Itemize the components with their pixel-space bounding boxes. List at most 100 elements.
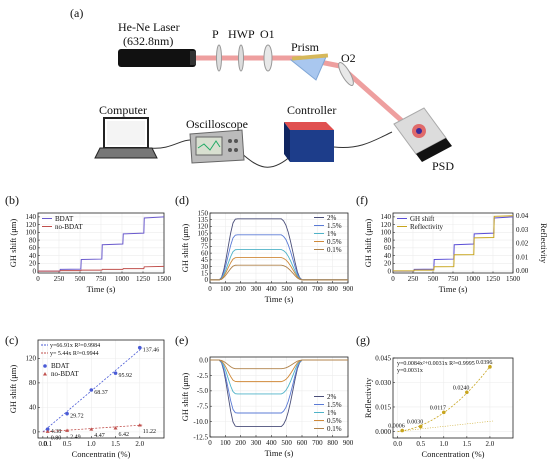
fit-line [42,347,143,433]
x-tick-label: 500 [428,275,439,283]
x-tick-label: 800 [327,285,338,293]
fit-equation: y= 5.44x R²=0.9944 [50,351,99,357]
series-line-reflectivity [393,215,514,272]
lens-o1 [263,44,273,72]
y-tick-label: 0.015 [375,403,391,411]
y-tick-label: 45 [201,256,209,264]
y-tick-label: 0 [33,428,37,436]
plot-frame [209,212,349,284]
y-tick-label: 75 [201,243,209,251]
legend-label: 0.1% [327,246,342,254]
psd-detector [393,107,452,162]
y-tick-label: 100 [26,229,37,237]
y-tick-label: 40 [384,252,392,260]
y2-axis-label: Reflectivity [539,223,549,264]
x-tick-label: 1250 [136,275,151,283]
plot-frame [37,339,165,439]
x-axis-label: Time (s) [439,284,468,294]
x-tick-label: 200 [235,439,246,447]
laser-tube [118,49,196,67]
data-label: 0.80 [51,435,62,441]
x-tick-label: 0 [391,275,395,283]
y-axis-label: Reflectivity [363,377,373,418]
y-tick-label: 30 [201,263,209,271]
data-point-bdat [89,388,94,392]
data-label: 95.92 [119,373,132,379]
x-tick-label: 250 [408,275,419,283]
y-tick-label: 120 [26,221,37,229]
chart-panel-g: (g) 0.0 0.5 1.0 1.5 2.0 0.000 0.015 0.030 0.045 Co… [356,333,514,459]
x-tick-label: 0.5 [63,440,72,448]
plot-frame [392,212,514,274]
x-tick-label: 1000 [115,275,130,283]
x-tick-label: 2.0 [486,440,495,448]
label-o1: O1 [260,27,275,41]
x-tick-label: 2.0 [135,440,144,448]
y-axis-label: GH shift (μm) [180,224,190,273]
y-tick-label: -7.5 [197,403,209,411]
data-label: 29.72 [70,414,84,420]
x-tick-label: 500 [281,285,292,293]
x-tick-label: 750 [448,275,459,283]
y-tick-label: 80 [29,236,37,244]
chart-panel-c: (c) 0.00.1 0.5 1.0 1.5 2.0 0 40 80 120 Concentrati… [5,333,165,459]
chart-panel-f: (f)0 250 500 750 1000 1250 1500020406080100120… [356,193,549,294]
x-tick-label: 100 [220,285,231,293]
fit-curve [397,363,493,432]
y-tick-label: 40 [29,252,37,260]
panel-label-b: (b) [5,193,19,207]
plot-frame [37,212,165,274]
prism-body [289,56,327,81]
y-tick-label: -12.5 [193,433,208,441]
data-point-nobdat [45,429,50,433]
series-line [210,264,348,281]
y-tick-label: 0.000 [375,428,391,436]
fit-equation: y=0.0084x²+0.0031x R²=0.9995 [397,361,475,367]
y-tick-label: 20 [384,260,392,268]
legend-label: BDAT [55,215,74,223]
y2-tick-label: 0.04 [516,212,529,220]
y-axis-label: GH shift (μm) [8,219,18,268]
x-tick-label: 0.0 [393,440,402,448]
legend-label: 0.5% [327,238,342,246]
x-tick-label: 1000 [466,275,481,283]
legend-label: Reflectivity [410,223,444,231]
wire-computer [149,139,191,149]
data-label: 0.0030 [407,420,424,426]
data-point [418,424,423,429]
x-tick-label: 500 [75,275,86,283]
fit-equation: y=0.0031x [397,368,423,374]
data-label: 4.38 [51,429,62,435]
y-tick-label: 20 [29,260,37,268]
fit-line [42,424,143,433]
label-computer: Computer [99,103,147,117]
data-point-bdat [137,345,142,350]
x-tick-label: 300 [251,439,262,447]
lens-o2 [338,62,354,86]
y-tick-label: -2.5 [197,372,209,380]
y-tick-label: 135 [198,216,209,224]
data-point [400,428,405,433]
panel-label-g: (g) [356,333,370,347]
y-tick-label: 60 [29,244,37,252]
legend-marker [43,364,47,368]
legend-label: GH shift [410,215,434,223]
y-tick-label: 140 [381,213,392,221]
x-tick-label: 400 [266,285,277,293]
y-tick-label: 15 [201,269,209,277]
x-tick-label: 600 [297,439,308,447]
x-tick-label: 0 [36,275,40,283]
x-tick-label: 1.5 [462,440,471,448]
laser-aperture [190,51,196,65]
data-point-bdat [45,427,50,431]
x-tick-label: 500 [281,439,292,447]
x-axis-label: Time (s) [87,284,116,294]
chart-panel-e: (e) 0 100 200 300 400 500 600 700 800 900 0.0 -2.5 -5… [175,333,354,458]
x-tick-label: 700 [312,285,323,293]
sensor-film [291,53,329,61]
x-tick-label: 400 [266,439,277,447]
series-line [210,359,348,383]
data-label: 4.47 [94,433,105,439]
y-tick-label: 120 [198,223,209,231]
